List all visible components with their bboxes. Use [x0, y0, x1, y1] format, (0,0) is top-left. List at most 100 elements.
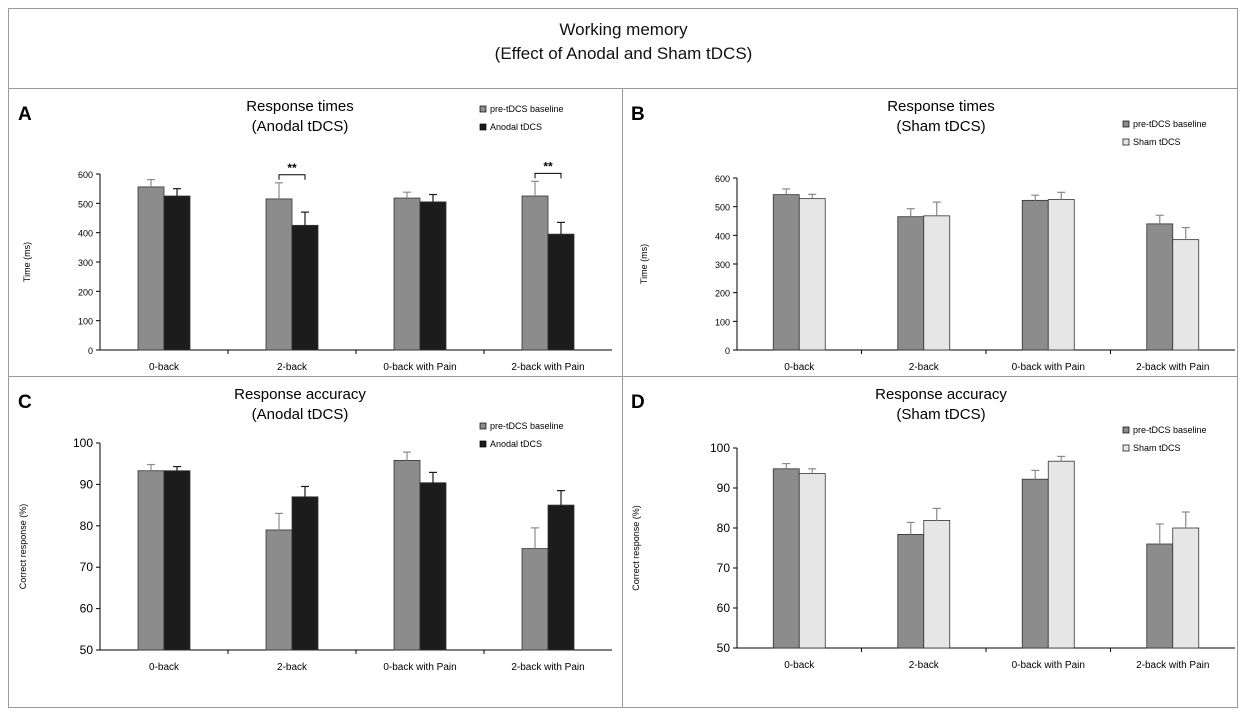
x-tick-label: 2-back with Pain: [511, 362, 584, 373]
bar: [163, 195, 191, 351]
legend-label: Sham tDCS: [1133, 443, 1181, 453]
bar: [163, 470, 191, 651]
y-tick-label: 300: [715, 260, 730, 270]
center-divider: [622, 89, 623, 707]
y-tick-label: 70: [717, 561, 731, 575]
x-tick-label: 0-back: [784, 362, 815, 373]
y-axis-label: Correct response (%): [18, 504, 28, 590]
y-tick-label: 80: [80, 519, 94, 533]
x-tick-label: 0-back with Pain: [1012, 362, 1085, 373]
y-tick-label: 90: [717, 481, 731, 495]
panel-subtitle: (Sham tDCS): [896, 406, 985, 423]
y-tick-label: 300: [78, 258, 93, 268]
legend-label: Anodal tDCS: [490, 122, 542, 132]
legend-swatch: [479, 440, 487, 448]
panel-subtitle: (Anodal tDCS): [252, 406, 349, 423]
legend-swatch: [479, 123, 487, 131]
y-tick-label: 600: [78, 170, 93, 180]
bar: [1047, 199, 1075, 351]
y-tick-label: 400: [78, 229, 93, 239]
bar: [393, 197, 421, 351]
middle-divider: [9, 376, 1237, 377]
x-tick-label: 2-back with Pain: [1136, 660, 1209, 671]
x-tick-label: 0-back with Pain: [383, 362, 456, 373]
panel-title: Response accuracy: [234, 386, 366, 403]
x-tick-label: 0-back: [149, 362, 180, 373]
bar: [521, 548, 549, 651]
bar: [897, 216, 925, 351]
x-tick-label: 2-back: [277, 662, 308, 673]
y-axis-label: Time (ms): [639, 244, 649, 284]
x-tick-label: 0-back with Pain: [1012, 660, 1085, 671]
bar: [1047, 460, 1075, 649]
y-tick-label: 100: [73, 436, 93, 450]
bar: [137, 186, 165, 351]
x-tick-label: 2-back: [909, 362, 940, 373]
bar: [798, 198, 826, 351]
panel-letter: B: [631, 104, 645, 125]
y-tick-label: 50: [80, 643, 94, 657]
legend-label: Sham tDCS: [1133, 137, 1181, 147]
x-tick-label: 0-back with Pain: [383, 662, 456, 673]
bar: [291, 224, 319, 351]
y-axis-label: Correct response (%): [631, 505, 641, 591]
bar: [547, 233, 575, 351]
bar: [419, 482, 447, 651]
bar: [265, 529, 293, 651]
y-tick-label: 60: [717, 601, 731, 615]
bar: [137, 470, 165, 651]
legend-label: pre-tDCS baseline: [490, 104, 564, 114]
panel-a-chart: A Response times (Anodal tDCS) pre-tDCS bas…: [18, 98, 612, 373]
legend-label: pre-tDCS baseline: [1133, 425, 1207, 435]
bar: [1021, 199, 1049, 351]
panel-title: Response times: [887, 98, 995, 115]
bar: [923, 519, 951, 649]
x-tick-label: 2-back: [909, 660, 940, 671]
y-axis-label: Time (ms): [22, 242, 32, 282]
bar: [291, 496, 319, 651]
bar: [1172, 527, 1200, 649]
significance-label: **: [543, 159, 553, 173]
y-tick-label: 90: [80, 477, 94, 491]
panel-subtitle: (Sham tDCS): [896, 118, 985, 135]
x-tick-label: 0-back: [784, 660, 815, 671]
panel-c-chart: C Response accuracy (Anodal tDCS) pre-tDCS …: [18, 386, 612, 673]
bar: [798, 473, 826, 649]
panel-d-chart: D Response accuracy (Sham tDCS) pre-tDCS ba…: [631, 386, 1235, 671]
legend-swatch: [1122, 120, 1130, 128]
bar: [521, 195, 549, 351]
significance-bracket: [534, 172, 562, 179]
y-tick-label: 100: [78, 317, 93, 327]
legend-swatch: [1122, 138, 1130, 146]
bar: [923, 215, 951, 351]
legend-swatch: [1122, 426, 1130, 434]
panel-subtitle: (Anodal tDCS): [252, 118, 349, 135]
legend-swatch: [1122, 444, 1130, 452]
bar: [1021, 478, 1049, 649]
bar: [419, 201, 447, 351]
y-tick-label: 100: [715, 317, 730, 327]
bar: [1172, 239, 1200, 351]
y-tick-label: 80: [717, 521, 731, 535]
y-tick-label: 60: [80, 602, 94, 616]
bar: [547, 504, 575, 651]
panel-title: Response times: [246, 98, 354, 115]
y-tick-label: 50: [717, 641, 731, 655]
x-tick-label: 2-back with Pain: [1136, 362, 1209, 373]
legend-label: Anodal tDCS: [490, 439, 542, 449]
legend-label: pre-tDCS baseline: [490, 421, 564, 431]
bar: [393, 459, 421, 651]
panel-title: Response accuracy: [875, 386, 1007, 403]
bar: [265, 198, 293, 351]
panel-letter: C: [18, 392, 32, 413]
panel-b-chart: B Response times (Sham tDCS) pre-tDCS basel…: [631, 98, 1235, 373]
y-tick-label: 0: [725, 346, 730, 356]
y-tick-label: 0: [88, 346, 93, 356]
legend-swatch: [479, 422, 487, 430]
figure-title: Working memory: [559, 20, 688, 39]
y-tick-label: 70: [80, 560, 94, 574]
legend-label: pre-tDCS baseline: [1133, 119, 1207, 129]
figure-frame: [8, 8, 1238, 708]
x-tick-label: 2-back with Pain: [511, 662, 584, 673]
y-tick-label: 600: [715, 174, 730, 184]
